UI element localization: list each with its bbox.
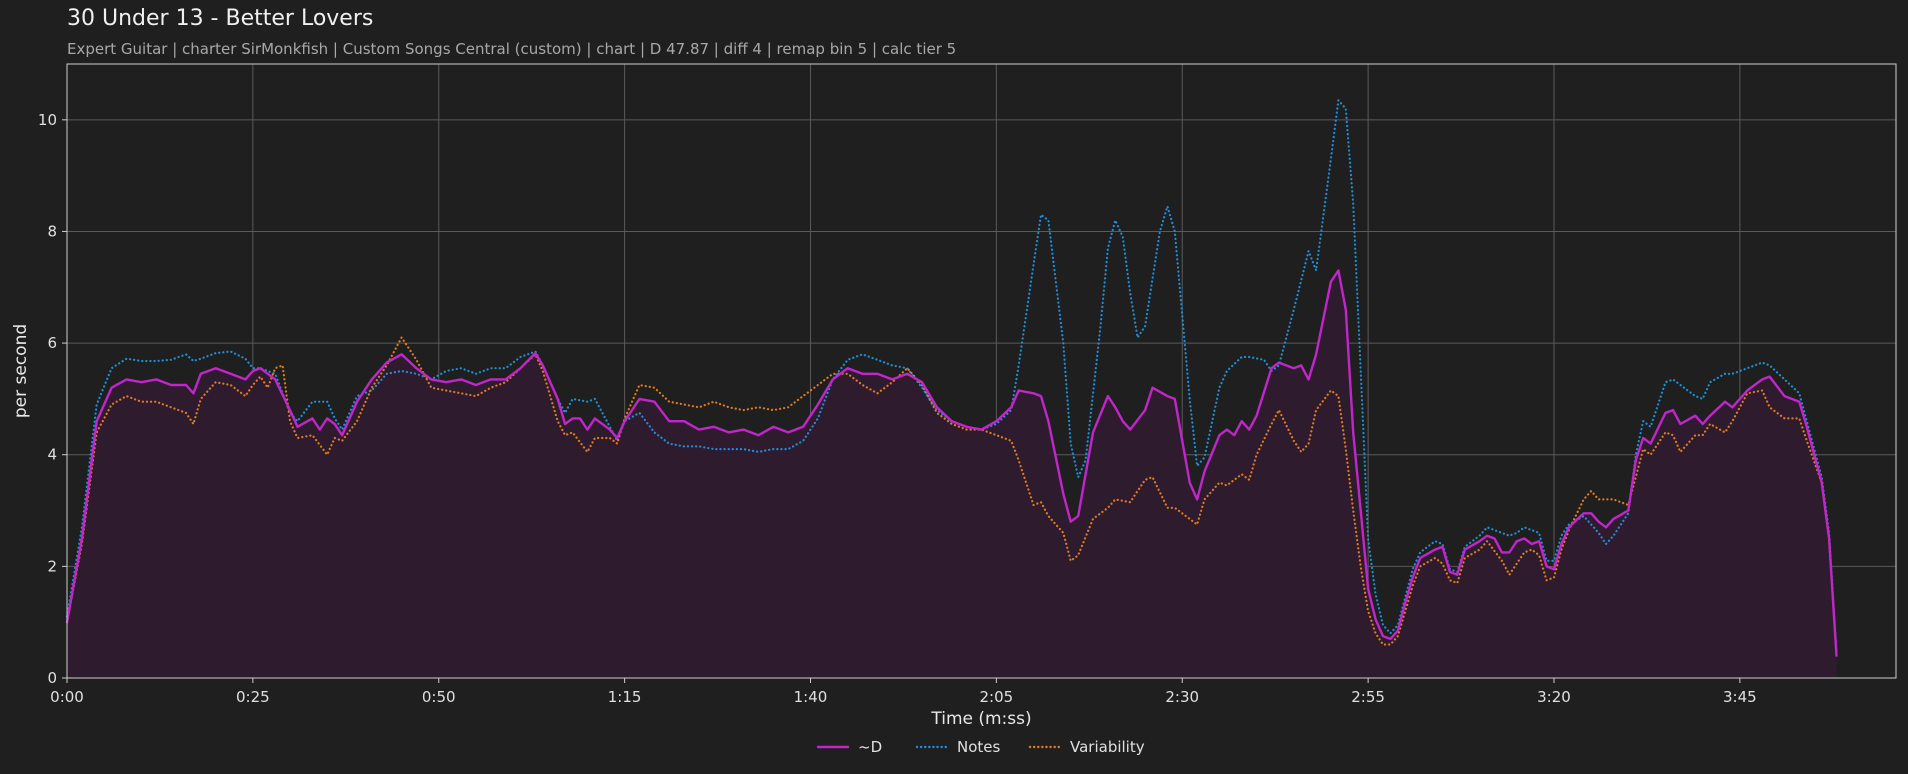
legend: ~D Notes Variability [816,738,1145,756]
x-axis-title: Time (m:ss) [930,709,1031,729]
x-tick-label: 2:55 [1351,688,1385,706]
chart-subtitle: Expert Guitar | charter SirMonkfish | Cu… [67,40,957,58]
x-axis-ticks: 0:00 0:25 0:50 1:15 1:40 2:05 2:30 2:55 3:20 3:45 [50,678,1757,706]
y-tick-label: 2 [47,557,57,575]
x-tick-label: 2:05 [980,688,1014,706]
x-tick-label: 0:25 [236,688,270,706]
y-tick-label: 6 [47,334,57,352]
x-tick-label: 1:40 [794,688,828,706]
difficulty-fill-area [67,270,1837,678]
x-tick-label: 0:00 [50,688,84,706]
series-lines [65,99,1838,657]
x-tick-label: 0:50 [422,688,456,706]
y-tick-label: 10 [38,111,57,129]
series-line-notes [65,99,1838,654]
legend-label: Variability [1070,738,1145,756]
series-line-variability [65,336,1838,657]
y-axis-title: per second [11,324,31,418]
y-tick-label: 8 [47,222,57,240]
plot-frame [66,63,1897,679]
y-tick-label: 0 [47,669,57,687]
series-line-d [65,269,1838,657]
legend-label: ~D [858,738,882,756]
difficulty-area [67,270,1837,678]
x-tick-label: 1:15 [608,688,642,706]
legend-label: Notes [957,738,1001,756]
y-axis-ticks: 0 2 4 6 8 10 [38,111,67,687]
y-tick-label: 4 [47,446,57,464]
x-tick-label: 3:20 [1537,688,1571,706]
x-tick-label: 3:45 [1723,688,1757,706]
x-tick-label: 2:30 [1165,688,1199,706]
chart-title: 30 Under 13 - Better Lovers [67,6,374,31]
